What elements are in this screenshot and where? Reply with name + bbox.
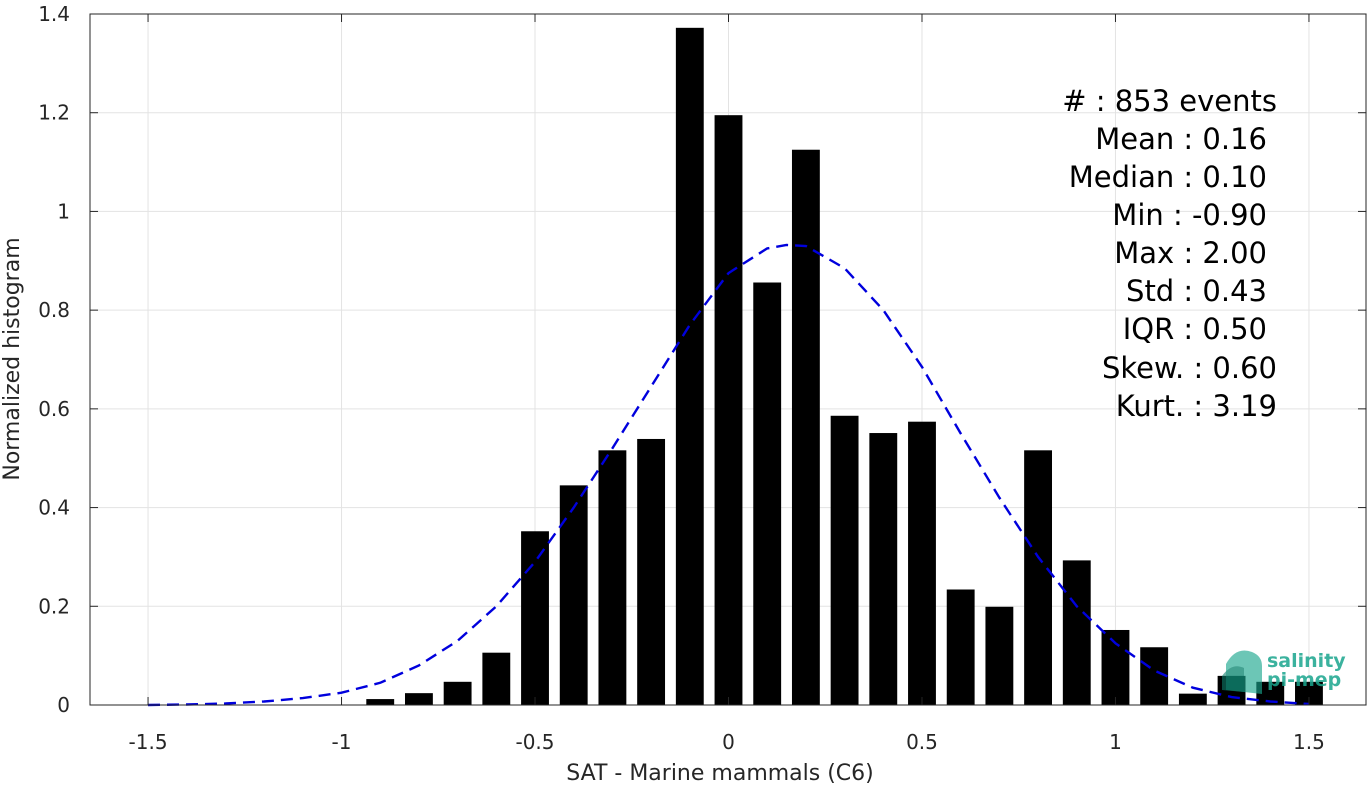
y-axis-label: Normalized histogram xyxy=(0,237,25,480)
logo-line1: salinity xyxy=(1267,650,1346,672)
stat-skew: Skew. : 0.60 xyxy=(1102,351,1277,385)
histogram-bar xyxy=(482,652,511,705)
stat-min: Min : -0.90 xyxy=(1112,198,1267,232)
histogram-bar xyxy=(714,115,743,706)
histogram-bar xyxy=(1178,693,1207,705)
stat-iqr: IQR : 0.50 xyxy=(1123,312,1267,346)
axes: -1.5 -1 -0.5 0 0.5 1 1.5 0 0.2 0.4 0.6 0.8 1 1.2 1.4 xyxy=(38,2,1366,754)
histogram-bar xyxy=(598,450,627,705)
histogram-bar xyxy=(404,693,433,705)
histogram-bar xyxy=(559,485,588,705)
statistics-box: # : 853 events Mean : 0.16 Median : 0.10… xyxy=(1062,84,1277,423)
salinity-pimep-logo: salinity pi-mep xyxy=(1222,650,1346,694)
stat-median: Median : 0.10 xyxy=(1069,160,1267,194)
normal-fit-curve xyxy=(147,243,1310,707)
x-tick-label: 0 xyxy=(722,730,735,754)
histogram-bar xyxy=(1024,450,1053,705)
histogram-bar xyxy=(366,699,395,705)
histogram-bar xyxy=(985,606,1014,705)
stat-max: Max : 2.00 xyxy=(1114,236,1267,270)
x-tick-label: 0.5 xyxy=(906,730,938,754)
histogram-bar xyxy=(791,149,820,705)
histogram-bar xyxy=(1140,647,1169,705)
y-tick-label: 1.4 xyxy=(38,2,70,26)
histogram-bar xyxy=(946,589,975,705)
histogram-bar xyxy=(1101,629,1130,705)
stat-count: # : 853 events xyxy=(1062,84,1277,118)
x-tick-label: 1 xyxy=(1109,730,1122,754)
logo-line2: pi-mep xyxy=(1267,669,1341,691)
x-tick-label: -1.5 xyxy=(129,730,168,754)
histogram-bar xyxy=(753,282,782,705)
histogram-bar xyxy=(1256,681,1285,705)
histogram-bars xyxy=(366,27,1323,706)
stat-kurt: Kurt. : 3.19 xyxy=(1116,389,1277,423)
histogram-bar xyxy=(443,681,472,705)
logo-wave-accent xyxy=(1222,666,1244,692)
histogram-bar xyxy=(521,531,549,705)
x-tick-label: -1 xyxy=(332,730,352,754)
histogram-bar xyxy=(1295,681,1323,705)
histogram-bar xyxy=(830,415,859,705)
y-tick-label: 0.4 xyxy=(38,496,70,520)
stat-mean: Mean : 0.16 xyxy=(1095,122,1267,156)
histogram-bar xyxy=(1062,560,1091,705)
histogram-bar xyxy=(908,421,936,705)
stat-std: Std : 0.43 xyxy=(1126,274,1267,308)
histogram-bar xyxy=(637,438,666,705)
y-tick-label: 0.8 xyxy=(38,298,70,322)
x-axis-label: SAT - Marine mammals (C6) xyxy=(566,761,874,785)
y-tick-label: 0.6 xyxy=(38,397,70,421)
x-tick-label: -0.5 xyxy=(515,730,554,754)
histogram-bar xyxy=(675,27,704,705)
histogram-bar xyxy=(869,433,898,705)
y-tick-label: 0.2 xyxy=(38,594,70,618)
x-tick-label: 1.5 xyxy=(1293,730,1325,754)
y-tick-label: 1.2 xyxy=(38,101,70,125)
y-tick-label: 0 xyxy=(57,693,70,717)
y-tick-label: 1 xyxy=(57,199,70,223)
